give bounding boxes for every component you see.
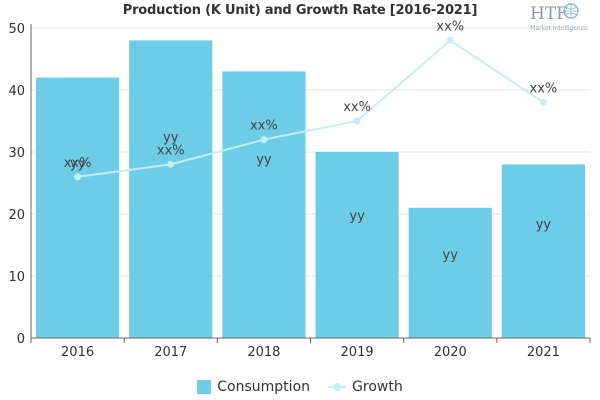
x-tick-label: 2021 bbox=[527, 345, 560, 360]
legend-item-growth[interactable]: Growth bbox=[328, 379, 403, 395]
bar-data-label: yy bbox=[163, 131, 179, 146]
bar-data-label: yy bbox=[443, 248, 459, 263]
legend-label-growth: Growth bbox=[352, 379, 403, 395]
growth-data-label: xx% bbox=[436, 19, 464, 34]
axis-layer: 0 10 20 30 40 50 2016 2017 2018 2019 2020 2021 bbox=[8, 22, 591, 360]
legend: Consumption Growth bbox=[0, 376, 600, 398]
y-tick-label: 30 bbox=[8, 146, 25, 161]
y-tick-label: 50 bbox=[8, 22, 25, 37]
chart-title: Production (K Unit) and Growth Rate [201… bbox=[122, 3, 478, 18]
growth-data-label: xx% bbox=[64, 156, 92, 171]
grid-layer bbox=[31, 27, 590, 277]
legend-item-consumption[interactable]: Consumption bbox=[197, 379, 310, 395]
bar-data-label: yy bbox=[349, 209, 365, 224]
bar bbox=[408, 207, 492, 338]
growth-point bbox=[446, 36, 454, 44]
legend-swatch-growth bbox=[328, 380, 347, 394]
growth-point bbox=[260, 136, 268, 144]
growth-point bbox=[539, 98, 547, 106]
bar bbox=[501, 164, 585, 338]
x-tick-label: 2020 bbox=[434, 345, 467, 360]
growth-point bbox=[353, 117, 361, 125]
y-tick-label: 10 bbox=[8, 270, 25, 285]
bar-data-label: yy bbox=[256, 152, 272, 167]
x-tick-label: 2016 bbox=[61, 345, 94, 360]
growth-point bbox=[167, 160, 175, 168]
logo-text: HTF bbox=[530, 4, 568, 24]
x-tick-label: 2019 bbox=[341, 345, 374, 360]
y-tick-label: 40 bbox=[8, 84, 25, 99]
bar bbox=[36, 77, 120, 338]
growth-data-label: xx% bbox=[343, 100, 371, 115]
growth-data-label: xx% bbox=[157, 143, 185, 158]
x-tick-label: 2017 bbox=[154, 345, 187, 360]
x-tick-label: 2018 bbox=[247, 345, 280, 360]
growth-line bbox=[77, 39, 544, 178]
bar-data-label: yy bbox=[70, 157, 86, 172]
line-layer bbox=[74, 36, 547, 181]
bar-layer bbox=[36, 40, 585, 339]
bar bbox=[129, 40, 213, 339]
growth-data-label: xx% bbox=[530, 81, 558, 96]
bar-data-label: yy bbox=[536, 217, 552, 232]
growth-point bbox=[74, 173, 82, 181]
legend-swatch-consumption bbox=[197, 380, 212, 394]
y-tick-label: 20 bbox=[8, 208, 25, 223]
y-tick-label: 0 bbox=[17, 332, 25, 347]
growth-data-label: xx% bbox=[250, 119, 278, 134]
bar bbox=[315, 152, 399, 338]
bar bbox=[222, 71, 306, 339]
legend-label-consumption: Consumption bbox=[217, 379, 311, 395]
